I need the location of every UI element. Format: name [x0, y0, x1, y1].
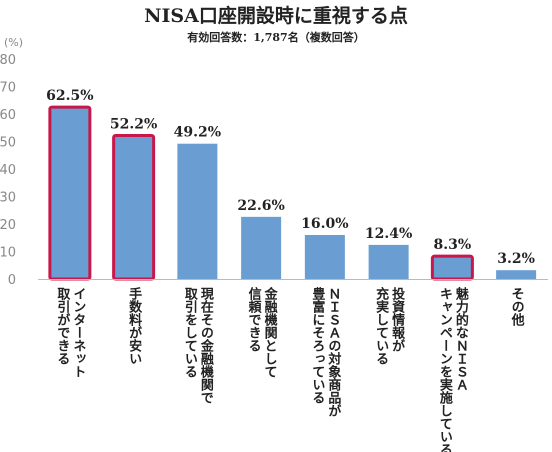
- data-label: 49.2%: [174, 125, 221, 141]
- y-tick-label: 50: [0, 136, 16, 151]
- bars: [48, 105, 537, 281]
- y-tick-label: 0: [8, 273, 16, 288]
- category-label: インターネット: [70, 287, 86, 378]
- category-label: キャンペーンを実施している: [437, 287, 453, 452]
- bar: [48, 105, 92, 281]
- category-label: 取引ができる: [54, 287, 70, 365]
- y-tick-label: 10: [0, 246, 16, 261]
- data-labels: 62.5% 52.2% 49.2% 22.6% 16.0% 12.4% 8.3% 3.2%: [46, 88, 535, 267]
- y-tick-label: 70: [0, 81, 16, 96]
- data-label: 12.4%: [365, 226, 412, 242]
- data-label: 52.2%: [110, 116, 157, 132]
- y-tick-label: 40: [0, 163, 16, 178]
- category-label: 魅力的なＮＩＳＡ: [453, 286, 469, 391]
- y-axis: 0 10 20 30 40 50 60 70 80: [0, 53, 16, 288]
- bar: [241, 216, 282, 279]
- bar: [496, 270, 537, 279]
- category-label: 手数料が安い: [126, 286, 142, 365]
- category-label: 金融機関として: [262, 286, 279, 378]
- data-label: 16.0%: [301, 216, 348, 232]
- bar: [430, 254, 474, 281]
- data-label: 22.6%: [237, 198, 284, 214]
- category-label: 投資情報が: [389, 286, 405, 352]
- category-label: 現在その金融機関で: [198, 287, 215, 404]
- bar: [177, 143, 218, 279]
- y-tick-label: 20: [0, 218, 16, 233]
- y-axis-unit: (%): [4, 36, 23, 49]
- bar: [112, 133, 156, 281]
- data-label: 3.2%: [497, 251, 535, 267]
- y-tick-label: 60: [0, 108, 16, 123]
- category-label: 取引をしている: [182, 287, 198, 378]
- category-label: 充実している: [373, 286, 389, 365]
- chart-subtitle: 有効回答数：1,787名（複数回答）: [187, 30, 364, 44]
- bar: [304, 235, 345, 279]
- bar: [368, 244, 409, 279]
- category-label: 豊富にそろっている: [309, 286, 325, 404]
- data-label: 8.3%: [434, 237, 472, 253]
- category-label: その他: [509, 287, 526, 327]
- y-tick-label: 30: [0, 191, 16, 206]
- y-tick-label: 80: [0, 53, 16, 68]
- data-label: 62.5%: [46, 88, 93, 104]
- category-label: 信頼できる: [246, 286, 263, 352]
- chart-title: NISA口座開設時に重視する点: [144, 4, 408, 27]
- category-label: ＮＩＳＡの対象商品が: [325, 287, 342, 417]
